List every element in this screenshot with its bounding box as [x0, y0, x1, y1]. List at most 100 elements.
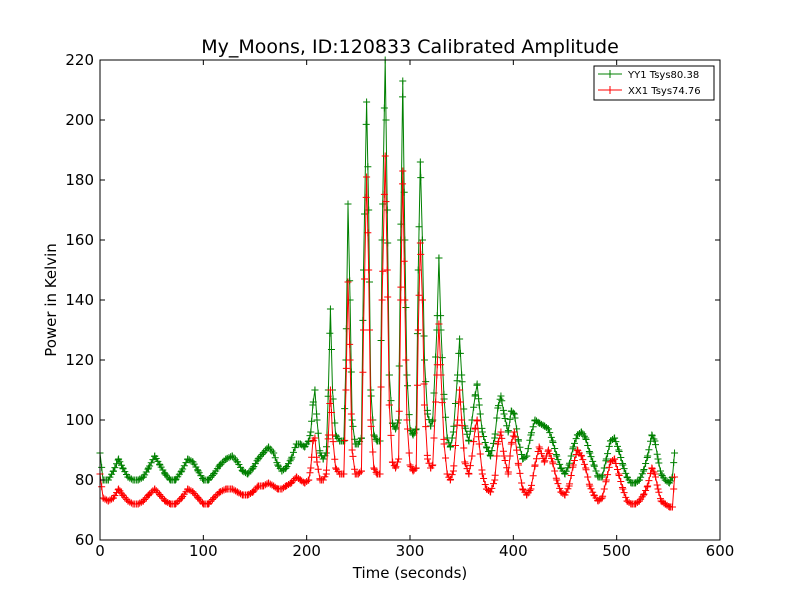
data-point-marker — [127, 475, 135, 483]
data-point-marker — [427, 422, 435, 430]
data-point-marker — [499, 447, 507, 455]
data-point-marker — [451, 400, 459, 407]
data-point-marker — [483, 444, 491, 452]
data-point-marker — [237, 463, 245, 471]
data-point-marker — [442, 454, 450, 462]
data-point-marker — [156, 491, 164, 499]
data-point-marker — [648, 432, 656, 440]
data-point-marker — [497, 392, 505, 400]
series-xx1 — [96, 152, 679, 511]
data-point-marker — [271, 454, 279, 462]
data-point-marker — [465, 470, 473, 478]
data-point-marker — [239, 467, 247, 475]
data-point-marker — [151, 485, 159, 493]
data-point-marker — [342, 386, 350, 394]
data-point-marker — [572, 451, 580, 458]
data-point-marker — [370, 465, 378, 473]
data-point-marker — [119, 465, 127, 473]
data-point-marker — [378, 236, 386, 244]
data-point-marker — [536, 445, 544, 453]
data-point-marker — [645, 477, 653, 485]
data-point-marker — [154, 457, 162, 465]
data-point-marker — [380, 190, 388, 198]
data-point-marker — [402, 304, 410, 311]
data-point-marker — [384, 239, 392, 247]
data-point-marker — [217, 488, 225, 496]
data-point-marker — [326, 329, 334, 337]
data-point-marker — [142, 468, 150, 476]
data-point-marker — [516, 469, 524, 477]
data-point-marker — [349, 422, 357, 430]
data-point-marker — [424, 455, 432, 463]
data-point-marker — [144, 465, 152, 473]
data-point-marker — [668, 503, 676, 511]
data-point-marker — [579, 456, 587, 464]
data-point-marker — [612, 438, 620, 446]
data-point-marker — [111, 491, 119, 499]
data-point-marker — [332, 464, 340, 472]
data-point-marker — [465, 437, 473, 445]
data-point-marker — [518, 479, 526, 487]
data-point-marker — [286, 480, 294, 488]
data-point-marker — [546, 429, 554, 437]
data-point-marker — [500, 410, 508, 418]
data-point-marker — [619, 485, 627, 493]
data-point-marker — [481, 481, 489, 488]
y-tick-label: 60 — [75, 531, 94, 549]
data-point-marker — [364, 163, 372, 171]
data-point-marker — [270, 449, 278, 457]
data-point-marker — [184, 485, 192, 493]
data-point-marker — [223, 454, 231, 462]
data-point-marker — [319, 476, 327, 484]
data-point-marker — [642, 460, 650, 467]
data-point-marker — [578, 452, 586, 460]
data-point-marker — [670, 485, 678, 493]
y-tick-label: 180 — [65, 171, 94, 189]
data-point-marker — [612, 460, 620, 467]
data-point-marker — [510, 410, 518, 418]
data-point-marker — [481, 439, 489, 446]
data-point-marker — [463, 430, 471, 438]
data-point-marker — [671, 473, 679, 481]
data-point-marker — [584, 473, 592, 481]
data-point-marker — [640, 490, 648, 498]
data-point-marker — [249, 464, 257, 472]
data-point-marker — [347, 410, 355, 418]
data-point-marker — [531, 461, 539, 469]
data-point-marker — [326, 400, 334, 407]
data-point-marker — [199, 475, 207, 483]
data-point-marker — [360, 326, 367, 334]
data-point-marker — [184, 455, 192, 463]
data-point-marker — [407, 463, 415, 471]
data-point-marker — [529, 472, 537, 480]
series-yy1 — [96, 56, 679, 487]
data-point-marker — [344, 200, 352, 208]
data-point-marker — [429, 461, 437, 469]
data-point-marker — [511, 414, 519, 422]
data-point-marker — [528, 481, 536, 489]
data-point-marker — [642, 487, 650, 494]
data-point-marker — [487, 488, 495, 496]
y-tick-label: 100 — [65, 411, 94, 429]
data-point-marker — [473, 416, 481, 424]
data-point-marker — [177, 468, 185, 476]
data-point-marker — [551, 445, 559, 452]
data-point-marker — [210, 494, 218, 502]
data-point-marker — [346, 340, 354, 348]
data-point-marker — [470, 438, 478, 446]
data-point-marker — [567, 452, 575, 460]
data-point-marker — [357, 467, 365, 475]
data-point-marker — [640, 466, 648, 473]
data-point-marker — [619, 461, 627, 469]
data-point-marker — [526, 487, 534, 494]
data-point-marker — [571, 439, 579, 447]
data-point-marker — [644, 452, 652, 460]
data-point-marker — [508, 438, 516, 446]
data-point-marker — [378, 296, 386, 304]
data-point-marker — [311, 434, 319, 442]
data-point-marker — [195, 469, 203, 477]
data-point-marker — [562, 467, 570, 475]
data-point-marker — [385, 401, 393, 409]
data-point-marker — [359, 316, 367, 324]
data-point-marker — [282, 464, 290, 472]
